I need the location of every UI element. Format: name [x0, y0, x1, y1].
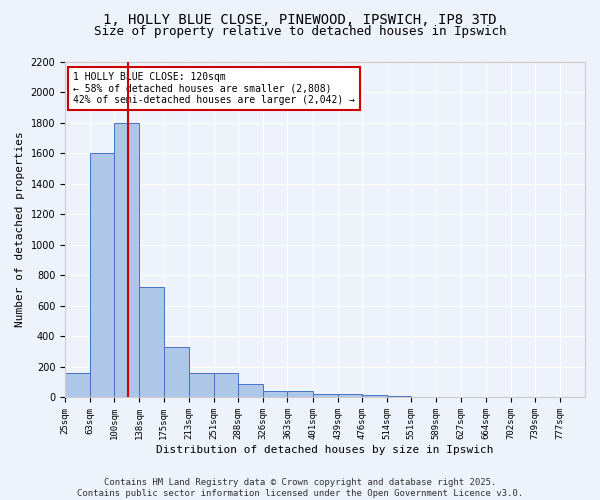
Bar — [436, 396, 461, 398]
Bar — [65, 373, 90, 398]
Bar — [411, 396, 436, 398]
Text: 1, HOLLY BLUE CLOSE, PINEWOOD, IPSWICH, IP8 3TD: 1, HOLLY BLUE CLOSE, PINEWOOD, IPSWICH, … — [103, 12, 497, 26]
Bar — [214, 373, 238, 398]
Y-axis label: Number of detached properties: Number of detached properties — [15, 132, 25, 328]
Bar — [115, 122, 139, 398]
Bar — [362, 395, 387, 398]
Text: 1 HOLLY BLUE CLOSE: 120sqm
← 58% of detached houses are smaller (2,808)
42% of s: 1 HOLLY BLUE CLOSE: 120sqm ← 58% of deta… — [73, 72, 355, 105]
Bar — [139, 287, 164, 398]
Bar — [287, 390, 313, 398]
Bar — [313, 394, 338, 398]
Bar — [338, 394, 362, 398]
Bar — [387, 396, 411, 398]
Bar — [263, 390, 287, 398]
Bar — [189, 373, 214, 398]
X-axis label: Distribution of detached houses by size in Ipswich: Distribution of detached houses by size … — [156, 445, 494, 455]
Bar — [238, 384, 263, 398]
Text: Size of property relative to detached houses in Ipswich: Size of property relative to detached ho… — [94, 25, 506, 38]
Text: Contains HM Land Registry data © Crown copyright and database right 2025.
Contai: Contains HM Land Registry data © Crown c… — [77, 478, 523, 498]
Bar — [164, 347, 189, 398]
Bar — [90, 153, 115, 398]
